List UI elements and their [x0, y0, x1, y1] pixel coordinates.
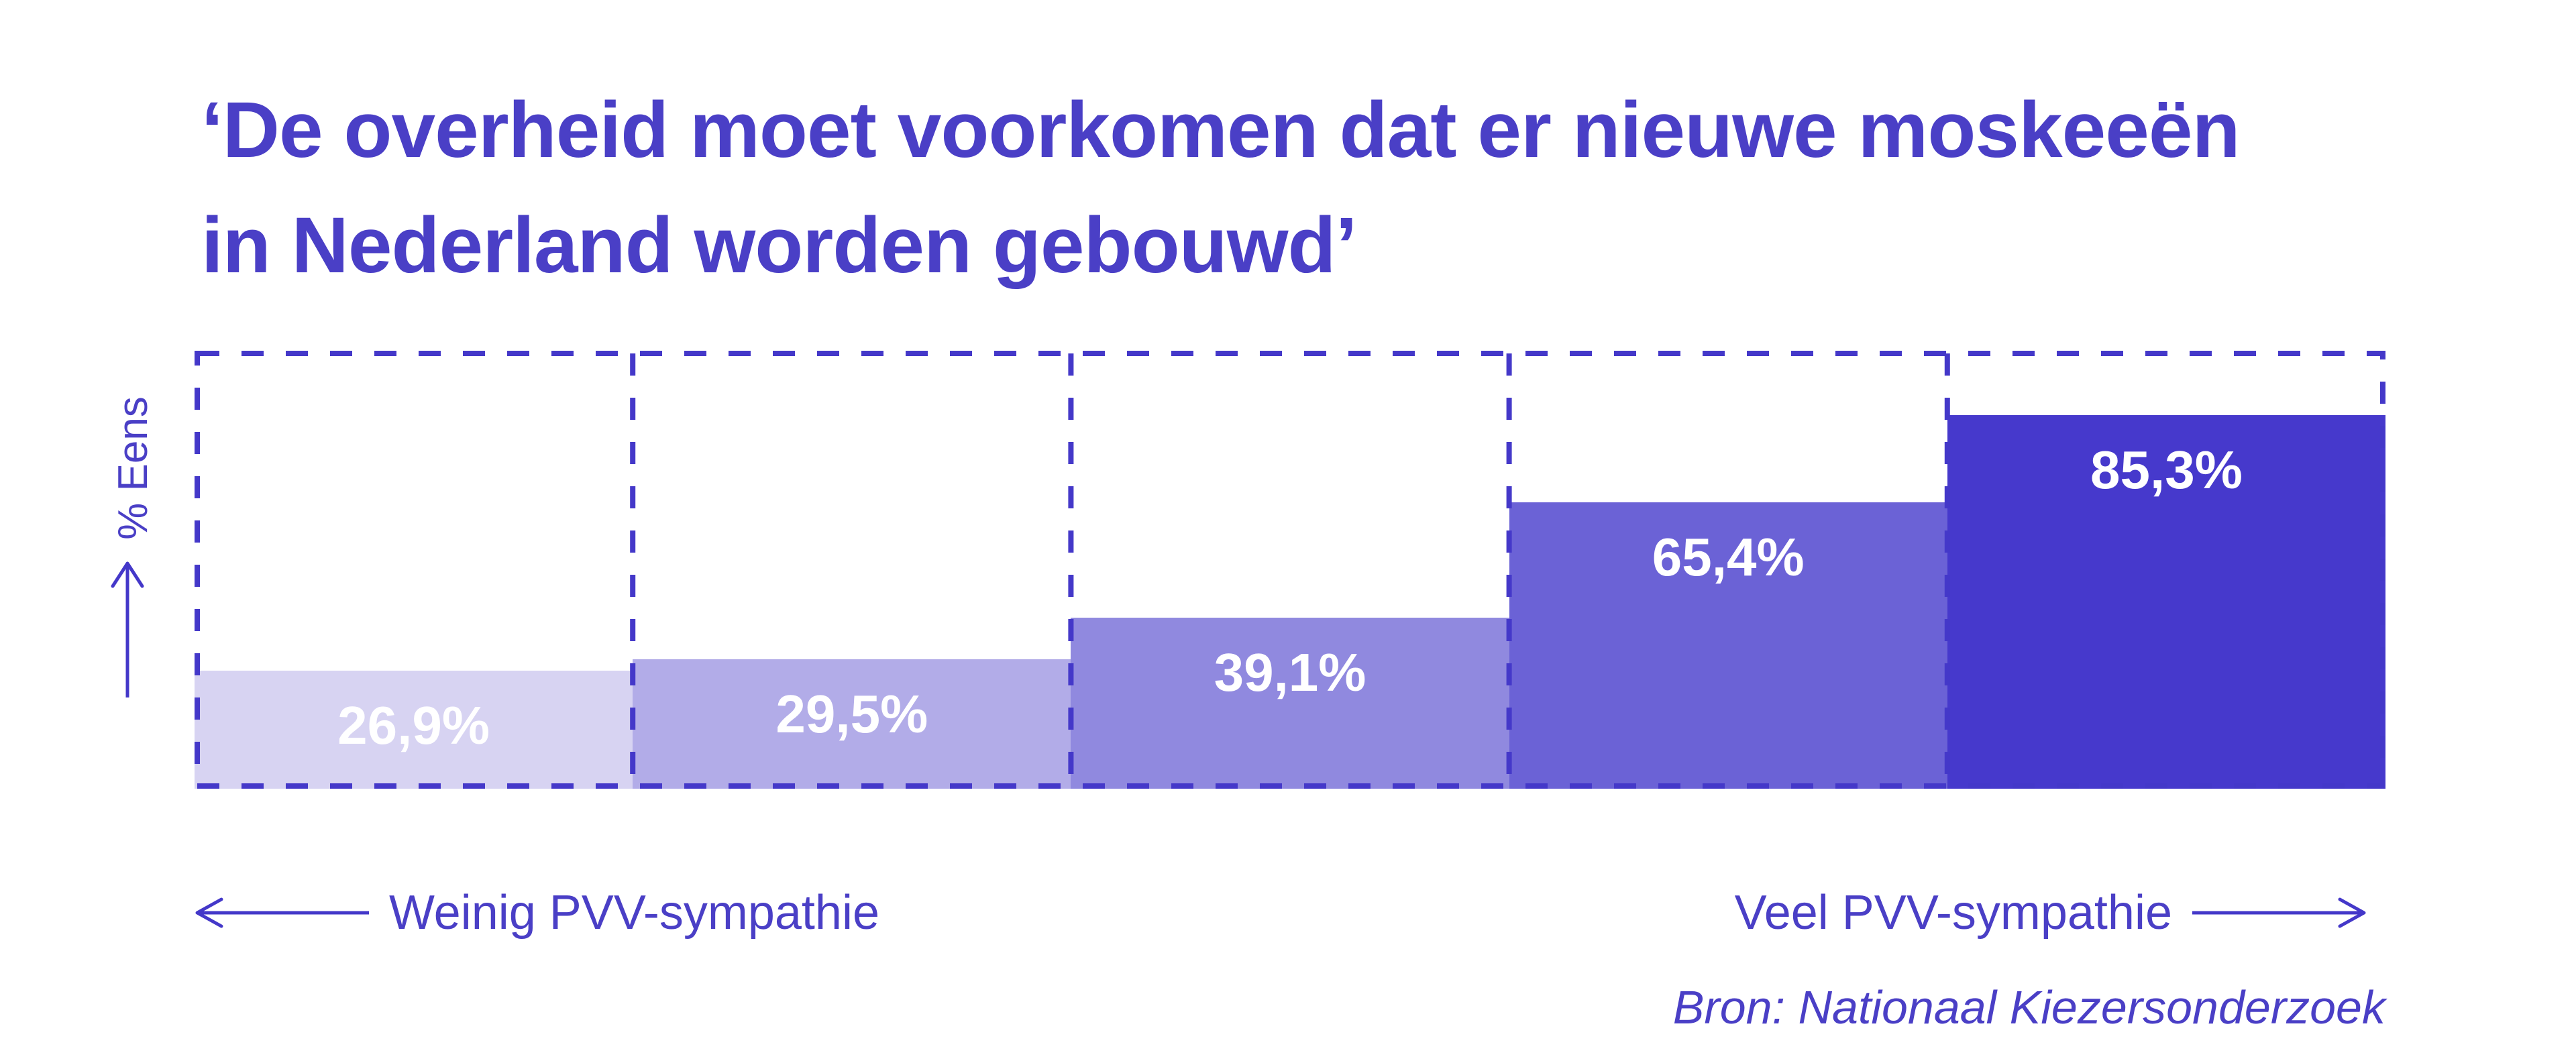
bar-segment-3: 39,1%	[1071, 617, 1509, 789]
left-arrow-icon	[195, 897, 369, 928]
x-axis: Weinig PVV-sympathie Veel PVV-sympathie	[195, 876, 2385, 950]
bar-value-label-1: 26,9%	[337, 695, 490, 756]
right-arrow-icon	[2192, 897, 2366, 928]
source-credit: Bron: Nationaal Kiezersonderzoek	[1672, 981, 2385, 1033]
bar-segment-1: 26,9%	[195, 671, 633, 789]
bar-value-label-4: 65,4%	[1652, 526, 1805, 587]
y-axis-up-arrow-icon	[111, 561, 144, 697]
bar-segment-4: 65,4%	[1509, 502, 1947, 789]
x-axis-label-low: Weinig PVV-sympathie	[389, 886, 880, 940]
bar-value-label-2: 29,5%	[775, 684, 928, 744]
x-axis-label-high: Veel PVV-sympathie	[1734, 886, 2172, 940]
bars: 26,9% 29,5% 39,1% 65,4% 85,3%	[195, 351, 2386, 789]
bar-value-label-3: 39,1%	[1214, 642, 1366, 702]
bar-value-label-5: 85,3%	[2090, 440, 2243, 500]
bar-segment-2: 29,5%	[633, 659, 1071, 789]
chart-title: ‘De overheid moet voorkomen dat er nieuw…	[201, 72, 2415, 303]
bar-segment-5: 85,3%	[1947, 415, 2386, 789]
chart-title-line1: ‘De overheid moet voorkomen dat er nieuw…	[201, 86, 2241, 174]
plot-area: 26,9% 29,5% 39,1% 65,4% 85,3%	[195, 351, 2386, 789]
chart-title-line2: in Nederland worden gebouwd’	[201, 201, 1357, 290]
